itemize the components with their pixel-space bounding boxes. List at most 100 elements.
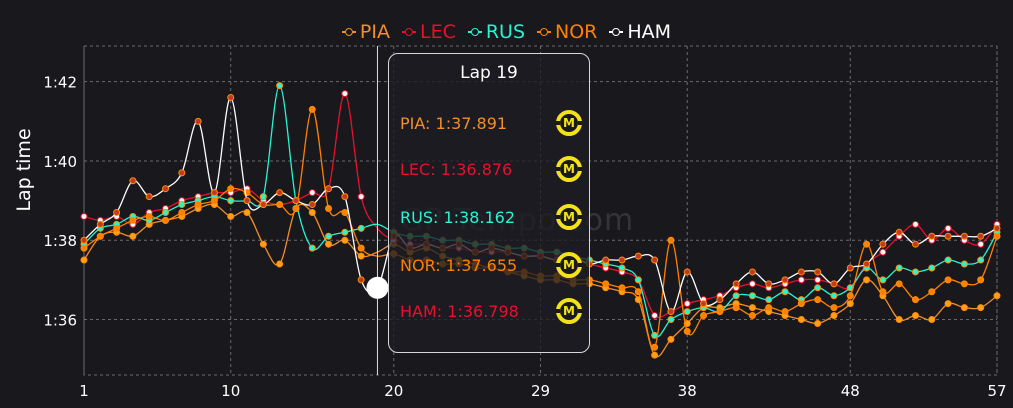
data-point bbox=[716, 296, 724, 304]
data-point bbox=[357, 244, 365, 252]
legend-marker-icon bbox=[609, 25, 624, 39]
data-point bbox=[651, 256, 659, 264]
data-point bbox=[667, 308, 675, 316]
data-point bbox=[993, 232, 1001, 240]
data-point bbox=[227, 185, 235, 193]
data-point bbox=[748, 292, 756, 300]
medium-tyre-icon: M bbox=[556, 156, 582, 182]
data-point bbox=[227, 212, 235, 220]
tooltip-row-text: HAM: 1:36.798 bbox=[400, 301, 519, 321]
data-point bbox=[618, 264, 626, 272]
data-point bbox=[895, 280, 903, 288]
data-point bbox=[178, 208, 186, 216]
tooltip-row-text: RUS: 1:38.162 bbox=[400, 207, 516, 227]
data-point bbox=[325, 185, 333, 193]
y-tick-label: 1:40 bbox=[43, 153, 77, 171]
data-point bbox=[765, 296, 773, 304]
data-point bbox=[830, 304, 838, 312]
data-point bbox=[276, 82, 284, 90]
data-point bbox=[895, 316, 903, 324]
tyre-compound-label: M bbox=[563, 116, 575, 130]
data-point bbox=[325, 205, 333, 213]
data-point bbox=[700, 312, 708, 320]
legend-marker-icon bbox=[401, 25, 416, 39]
medium-tyre-icon: M bbox=[556, 298, 582, 324]
legend-item-pia[interactable]: PIA bbox=[341, 18, 390, 46]
data-point bbox=[651, 343, 659, 351]
data-point bbox=[797, 300, 805, 308]
legend-item-lec[interactable]: LEC bbox=[401, 18, 456, 46]
data-point bbox=[863, 260, 871, 268]
data-point bbox=[80, 244, 88, 252]
data-point bbox=[977, 276, 985, 284]
data-point bbox=[602, 280, 610, 288]
data-point bbox=[960, 280, 968, 288]
data-point bbox=[80, 256, 88, 264]
data-point bbox=[895, 264, 903, 272]
legend-label: HAM bbox=[627, 21, 672, 43]
data-point bbox=[325, 232, 333, 240]
data-point bbox=[325, 240, 333, 248]
data-point bbox=[748, 280, 756, 288]
data-point bbox=[683, 268, 691, 276]
data-point bbox=[960, 260, 968, 268]
data-point bbox=[814, 296, 822, 304]
data-point bbox=[781, 308, 789, 316]
data-point bbox=[162, 216, 170, 224]
data-point bbox=[993, 224, 1001, 232]
data-point bbox=[797, 276, 805, 284]
tyre-compound-label: M bbox=[563, 210, 575, 224]
x-tick-label: 48 bbox=[841, 382, 860, 400]
data-point bbox=[830, 312, 838, 320]
medium-tyre-icon: M bbox=[556, 110, 582, 136]
data-point bbox=[928, 232, 936, 240]
legend-item-nor[interactable]: NOR bbox=[537, 18, 597, 46]
data-point bbox=[357, 252, 365, 260]
data-point bbox=[178, 201, 186, 209]
y-tick-label: 1:36 bbox=[43, 312, 77, 330]
data-point bbox=[194, 201, 202, 209]
legend-item-ham[interactable]: HAM bbox=[609, 18, 671, 46]
data-point bbox=[977, 240, 985, 248]
y-axis-label: Lap time bbox=[13, 128, 35, 211]
data-point bbox=[113, 208, 121, 216]
data-point bbox=[259, 201, 267, 209]
data-point bbox=[911, 268, 919, 276]
data-point bbox=[993, 292, 1001, 300]
data-point bbox=[80, 212, 88, 220]
tyre-compound-label: M bbox=[563, 304, 575, 318]
data-point bbox=[863, 240, 871, 248]
data-point bbox=[162, 208, 170, 216]
x-tick-label: 20 bbox=[384, 382, 403, 400]
legend-item-rus[interactable]: RUS bbox=[467, 18, 525, 46]
x-tick-label: 38 bbox=[678, 382, 697, 400]
data-point bbox=[96, 220, 104, 228]
data-point bbox=[683, 308, 691, 316]
data-point bbox=[634, 276, 642, 284]
chart-legend: PIA LEC RUS NOR HAM bbox=[0, 18, 1013, 46]
legend-marker-icon bbox=[341, 25, 356, 39]
tooltip-row-text: LEC: 1:36.876 bbox=[400, 159, 513, 179]
legend-marker-icon bbox=[537, 25, 552, 39]
data-point bbox=[667, 316, 675, 324]
data-point bbox=[96, 232, 104, 240]
data-point bbox=[732, 292, 740, 300]
data-point bbox=[145, 193, 153, 201]
data-point bbox=[765, 304, 773, 312]
x-tick-label: 10 bbox=[221, 382, 240, 400]
y-tick-label: 1:42 bbox=[43, 74, 77, 92]
data-point bbox=[911, 312, 919, 320]
data-point bbox=[830, 280, 838, 288]
data-point bbox=[781, 276, 789, 284]
data-point bbox=[911, 296, 919, 304]
data-point bbox=[748, 268, 756, 276]
y-tick-label: 1:38 bbox=[43, 232, 77, 250]
tooltip-row-nor: NOR: 1:37.655 M bbox=[400, 248, 582, 282]
data-point bbox=[765, 280, 773, 288]
data-point bbox=[814, 268, 822, 276]
legend-label: PIA bbox=[359, 21, 390, 43]
data-point bbox=[846, 300, 854, 308]
data-point bbox=[276, 260, 284, 268]
data-point bbox=[683, 327, 691, 335]
data-point bbox=[341, 90, 349, 98]
